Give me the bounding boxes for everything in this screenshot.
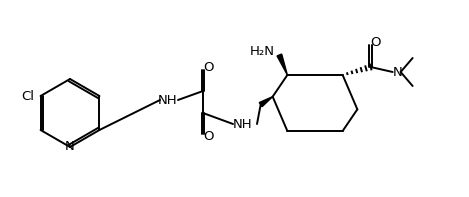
Text: NH: NH — [158, 94, 178, 107]
Polygon shape — [277, 54, 287, 75]
Text: N: N — [393, 65, 402, 78]
Text: O: O — [203, 130, 213, 143]
Text: H₂N: H₂N — [250, 45, 274, 58]
Text: O: O — [203, 60, 213, 73]
Text: NH: NH — [233, 117, 253, 130]
Text: O: O — [371, 35, 381, 48]
Text: N: N — [65, 140, 75, 153]
Polygon shape — [259, 97, 272, 107]
Text: Cl: Cl — [22, 89, 35, 102]
